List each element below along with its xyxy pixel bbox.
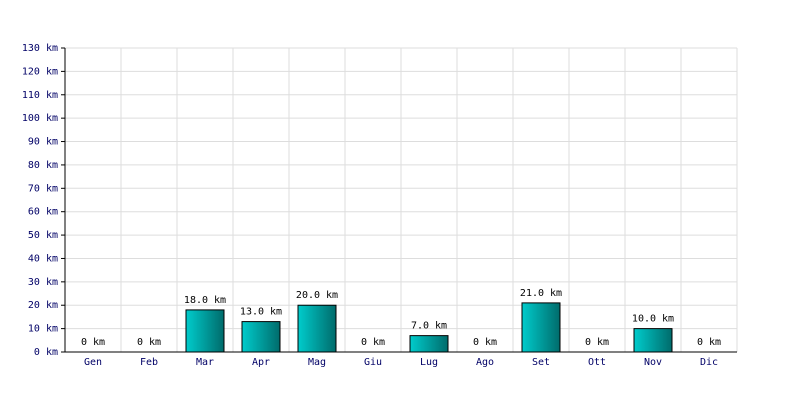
- x-tick-label: Lug: [420, 357, 438, 368]
- bar: [633, 328, 673, 353]
- x-tick-label: Nov: [644, 357, 662, 368]
- value-label: 0 km: [81, 337, 105, 348]
- y-tick-label: 60 km: [28, 207, 58, 218]
- x-tick-label: Apr: [252, 357, 270, 368]
- bar: [521, 302, 561, 353]
- value-label: 10.0 km: [632, 314, 674, 325]
- y-tick-label: 120 km: [22, 66, 58, 77]
- bar: [297, 304, 337, 353]
- value-label: 0 km: [473, 337, 497, 348]
- x-tick-label: Feb: [140, 357, 158, 368]
- bar: [241, 321, 281, 353]
- value-label: 13.0 km: [240, 307, 282, 318]
- y-tick-label: 100 km: [22, 113, 58, 124]
- y-tick-label: 50 km: [28, 230, 58, 241]
- value-label: 7.0 km: [411, 321, 447, 332]
- value-label: 0 km: [361, 337, 385, 348]
- value-label: 0 km: [137, 337, 161, 348]
- value-label: 0 km: [697, 337, 721, 348]
- y-tick-label: 0 km: [34, 347, 58, 358]
- value-label: 20.0 km: [296, 290, 338, 301]
- x-tick-label: Giu: [364, 357, 382, 368]
- x-tick-label: Dic: [700, 357, 718, 368]
- x-tick-label: Ago: [476, 357, 494, 368]
- value-label: 21.0 km: [520, 288, 562, 299]
- y-tick-label: 110 km: [22, 90, 58, 101]
- value-label: 18.0 km: [184, 295, 226, 306]
- value-label: 0 km: [585, 337, 609, 348]
- y-tick-label: 130 km: [22, 43, 58, 54]
- y-tick-label: 30 km: [28, 277, 58, 288]
- y-tick-label: 90 km: [28, 137, 58, 148]
- y-tick-label: 20 km: [28, 300, 58, 311]
- x-tick-label: Mag: [308, 357, 326, 368]
- x-tick-label: Mar: [196, 357, 214, 368]
- x-tick-label: Set: [532, 357, 550, 368]
- bar: [409, 335, 449, 353]
- y-tick-label: 10 km: [28, 324, 58, 335]
- y-tick-label: 40 km: [28, 253, 58, 264]
- bar: [185, 309, 225, 353]
- x-tick-label: Gen: [84, 357, 102, 368]
- y-tick-label: 80 km: [28, 160, 58, 171]
- x-tick-label: Ott: [588, 357, 606, 368]
- y-tick-label: 70 km: [28, 183, 58, 194]
